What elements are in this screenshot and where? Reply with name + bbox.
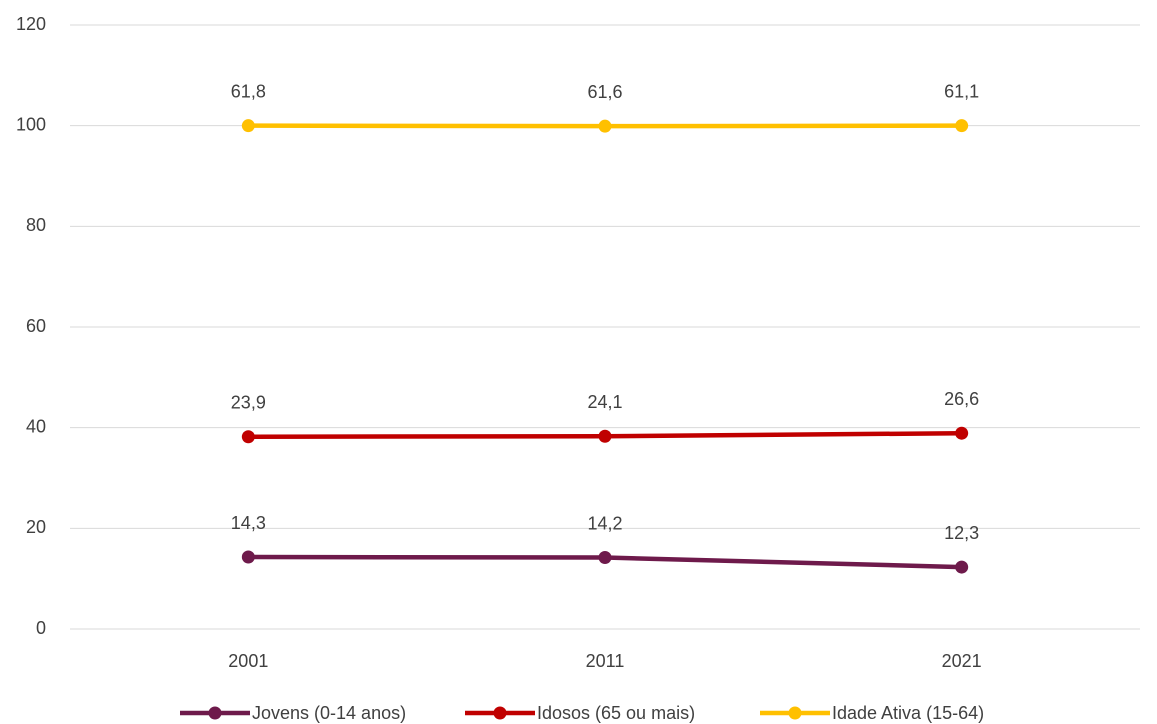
y-tick-label: 60: [26, 316, 46, 336]
point: [598, 119, 612, 133]
legend-label: Idade Ativa (15-64): [832, 703, 984, 723]
point: [241, 430, 255, 444]
legend-marker: [788, 706, 802, 720]
data-label: 61,6: [587, 82, 622, 102]
point: [241, 550, 255, 564]
x-tick-label: 2001: [228, 651, 268, 671]
data-label: 12,3: [944, 523, 979, 543]
legend-label: Jovens (0-14 anos): [252, 703, 406, 723]
data-label: 26,6: [944, 389, 979, 409]
y-tick-label: 0: [36, 618, 46, 638]
point: [598, 551, 612, 565]
point: [955, 560, 969, 574]
point: [241, 119, 255, 133]
legend-marker: [493, 706, 507, 720]
data-label: 14,3: [231, 513, 266, 533]
point: [955, 119, 969, 133]
y-tick-label: 80: [26, 215, 46, 235]
y-tick-label: 20: [26, 517, 46, 537]
data-label: 14,2: [587, 513, 622, 533]
data-label: 61,8: [231, 81, 266, 101]
legend-marker: [208, 706, 222, 720]
x-tick-label: 2021: [942, 651, 982, 671]
y-tick-label: 40: [26, 416, 46, 436]
data-label: 24,1: [587, 392, 622, 412]
data-label: 23,9: [231, 392, 266, 412]
y-tick-label: 100: [16, 114, 46, 134]
y-tick-label: 120: [16, 14, 46, 34]
point: [955, 426, 969, 440]
legend-label: Idosos (65 ou mais): [537, 703, 695, 723]
x-tick-label: 2011: [586, 651, 625, 671]
data-label: 61,1: [944, 81, 979, 101]
point: [598, 429, 612, 443]
